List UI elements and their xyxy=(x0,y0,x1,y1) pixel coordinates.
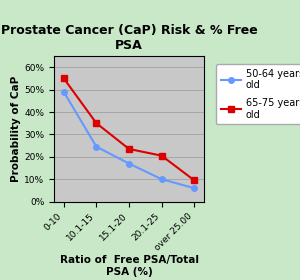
65-75 years
old xyxy=(94,122,98,125)
Y-axis label: Probability of CaP: Probability of CaP xyxy=(11,76,21,182)
50-64 years
old xyxy=(127,162,131,165)
65-75 years
old xyxy=(127,147,131,151)
65-75 years
old xyxy=(192,179,196,182)
50-64 years
old xyxy=(192,186,196,190)
Legend: 50-64 years
old, 65-75 years
old: 50-64 years old, 65-75 years old xyxy=(216,64,300,125)
Line: 65-75 years
old: 65-75 years old xyxy=(61,76,197,183)
Title: Prostate Cancer (CaP) Risk & % Free
PSA: Prostate Cancer (CaP) Risk & % Free PSA xyxy=(1,24,257,52)
65-75 years
old xyxy=(62,77,66,80)
X-axis label: Ratio of  Free PSA/Total
PSA (%): Ratio of Free PSA/Total PSA (%) xyxy=(59,255,199,277)
Line: 50-64 years
old: 50-64 years old xyxy=(61,89,197,191)
50-64 years
old xyxy=(160,178,164,181)
65-75 years
old xyxy=(160,154,164,157)
50-64 years
old xyxy=(62,90,66,94)
50-64 years
old xyxy=(94,145,98,148)
